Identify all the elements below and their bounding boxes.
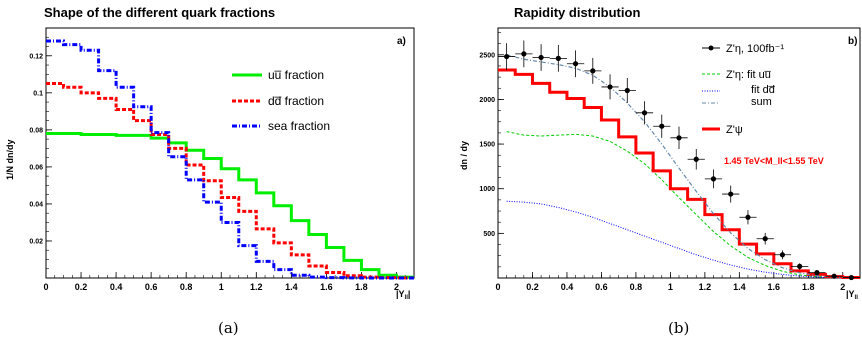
chart-a-corner-label: a) — [397, 36, 406, 47]
data-point — [624, 87, 630, 94]
chart-b-title: Rapidity distribution — [514, 5, 640, 20]
chart-b-xtick-label: 0.6 — [595, 282, 608, 292]
chart-a-ytick-label: 0.08 — [29, 127, 43, 134]
chart-a-ytick-label: 0.1 — [33, 90, 43, 97]
chart-b-xtick-label: 0.4 — [561, 282, 574, 292]
legend-fit-u-label: Z'η: fit uu̅ — [726, 69, 772, 81]
data-point — [762, 236, 768, 242]
chart-b-series — [498, 40, 860, 281]
data-point — [607, 84, 613, 90]
fit-d-curve — [506, 200, 852, 279]
chart-a-xtick-label: 2 — [394, 282, 399, 292]
chart-a-ytick-label: 0.02 — [29, 238, 43, 245]
chart-a-ylabel: 1/N dn/dy — [5, 139, 15, 180]
data-point — [659, 123, 665, 129]
caption-a: (a) — [218, 319, 239, 337]
legend-sum-label: sum — [751, 96, 772, 108]
data-point — [590, 68, 596, 74]
fit-u-curve — [506, 131, 852, 279]
chart-a-xtick-label: 1 — [219, 282, 224, 292]
chart-a-xtick-label: 1.6 — [320, 282, 333, 292]
chart-a-xtick-label: 0.2 — [75, 282, 88, 292]
chart-a-xtick-label: 0.6 — [145, 282, 158, 292]
chart-a-ticks: 0 0.2 0.4 0.6 0.8 1 1.2 1.4 1.6 1.8 2 0.02 0.04 0.06 0… — [29, 36, 406, 292]
chart-a-frame — [45, 27, 415, 279]
chart-a-ytick-label: 0.12 — [29, 53, 43, 60]
data-point — [572, 61, 579, 67]
data-point — [538, 54, 544, 61]
legend-data-label: Z'η, 100fb⁻¹ — [726, 43, 784, 55]
chart-a-series-1 — [46, 82, 414, 280]
chart-b-corner-label: b) — [848, 36, 857, 47]
chart-a-legend: uu̅ fraction dd̅ fraction sea fraction — [232, 68, 330, 133]
data-point — [641, 110, 648, 116]
data-point — [521, 51, 527, 57]
legend-psi-label: Z'ψ — [726, 124, 743, 136]
chart-b-xtick-label: 1 — [668, 282, 673, 292]
data-point — [504, 53, 510, 60]
chart-b-xtick-label: 0.8 — [630, 282, 643, 292]
chart-b-xtick-label: 2 — [840, 282, 845, 292]
chart-a-xtick-label: 1.4 — [285, 282, 298, 292]
psi-step — [498, 68, 860, 280]
data-point — [555, 55, 561, 61]
legend-sea-label: sea fraction — [268, 119, 330, 133]
chart-b-ytick-label: 500 — [483, 231, 495, 238]
chart-a-title: Shape of the different quark fractions — [44, 5, 275, 20]
chart-b-ytick-label: 1500 — [479, 142, 495, 149]
data-point — [728, 191, 734, 197]
chart-b-xtick-label: 0.2 — [526, 282, 539, 292]
chart-a-series-0 — [46, 132, 414, 279]
chart-b-xtick-label: 1.6 — [768, 282, 781, 292]
chart-b-ylabel: dn / dy — [459, 141, 469, 170]
chart-a-ytick-label: 0.04 — [29, 201, 43, 208]
data-point — [676, 135, 682, 141]
data-point — [797, 263, 803, 269]
data-point — [693, 156, 699, 162]
caption-b: (b) — [668, 319, 689, 337]
chart-a-xtick-label: 0.4 — [110, 282, 123, 292]
legend-data-swatch-marker — [708, 45, 714, 51]
data-point — [814, 270, 820, 276]
data-point — [710, 176, 717, 182]
chart-b-legend: Z'η, 100fb⁻¹ Z'η: fit uu̅ fit dd̅ sum Z'… — [702, 43, 784, 136]
chart-b-frame — [497, 27, 861, 279]
sum-curve — [506, 54, 852, 279]
chart-a-xtick-label: 0 — [43, 282, 48, 292]
chart-b-xlabel: |Yll — [846, 289, 858, 301]
chart-a-xtick-label: 1.2 — [250, 282, 263, 292]
chart-b-xtick-label: 1.8 — [802, 282, 815, 292]
chart-b-ytick-label: 1000 — [479, 186, 495, 193]
legend-u-label: uu̅ fraction — [268, 68, 324, 82]
data-point — [831, 273, 837, 279]
data-point — [848, 274, 854, 281]
chart-b-xtick-label: 1.4 — [733, 282, 746, 292]
legend-d-label: dd̅ fraction — [268, 94, 324, 108]
chart-a-xlabel: |Yll| — [396, 289, 410, 301]
chart-b-xtick-label: 1.2 — [699, 282, 712, 292]
chart-a-xtick-label: 0.8 — [180, 282, 193, 292]
chart-b-ticks: 0 0.2 0.4 0.6 0.8 1 1.2 1.4 1.6 1.8 25001000150020… — [479, 32, 852, 292]
chart-a: Shape of the different quark fractions 0… — [5, 5, 415, 337]
chart-a-ytick-label: 0.06 — [29, 164, 43, 171]
data-point — [745, 214, 751, 220]
legend-fit-d-label: fit dd̅ — [751, 84, 776, 96]
chart-b-ytick-label: 2500 — [479, 52, 495, 59]
chart-a-xtick-label: 1.8 — [355, 282, 368, 292]
chart-b-ytick-label: 2000 — [479, 97, 495, 104]
chart-b: Rapidity distribution 0 0.2 0.4 0.6 0.8 1 1.2 1… — [459, 5, 861, 337]
data-point — [779, 252, 786, 258]
chart-b-annotation: 1.45 TeV<M_ll<1.55 TeV — [724, 156, 824, 166]
chart-a-series — [46, 39, 414, 280]
chart-b-xtick-label: 0 — [495, 282, 500, 292]
chart-a-series-2 — [46, 39, 414, 280]
